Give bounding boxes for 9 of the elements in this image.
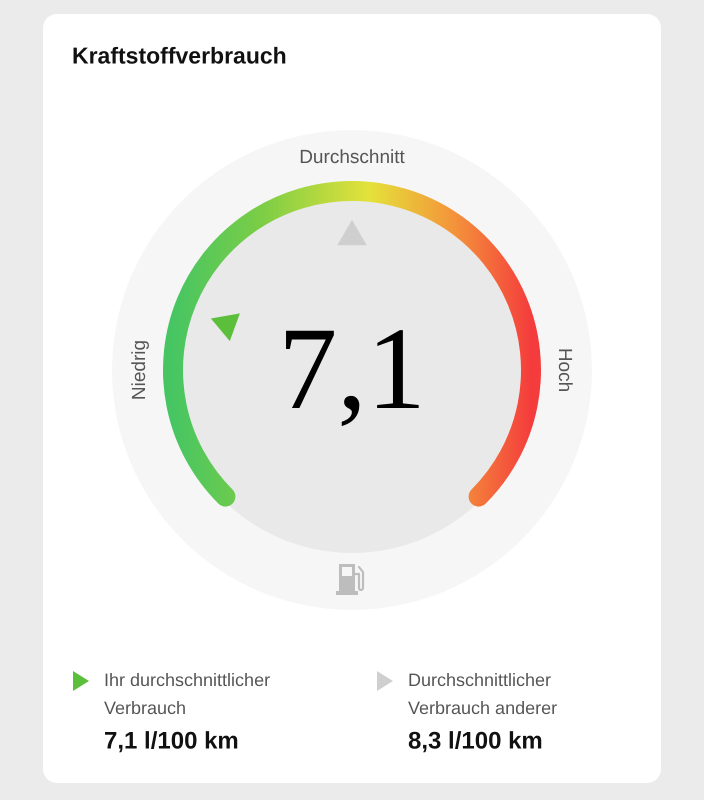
text: 7,1 [278,303,426,434]
legend-label: Ihr durchschnittlicher Verbrauch [104,670,270,718]
legend-label: Durchschnittlicher Verbrauch anderer [408,670,558,718]
text: Niedrig [129,340,150,400]
text: Hoch [554,348,575,392]
data-label: 7,1 l/100 km [104,728,239,755]
data-label: 8,3 l/100 km [408,728,543,755]
text: Durchschnitt [299,147,406,168]
text: Kraftstoffverbrauch [72,42,287,68]
